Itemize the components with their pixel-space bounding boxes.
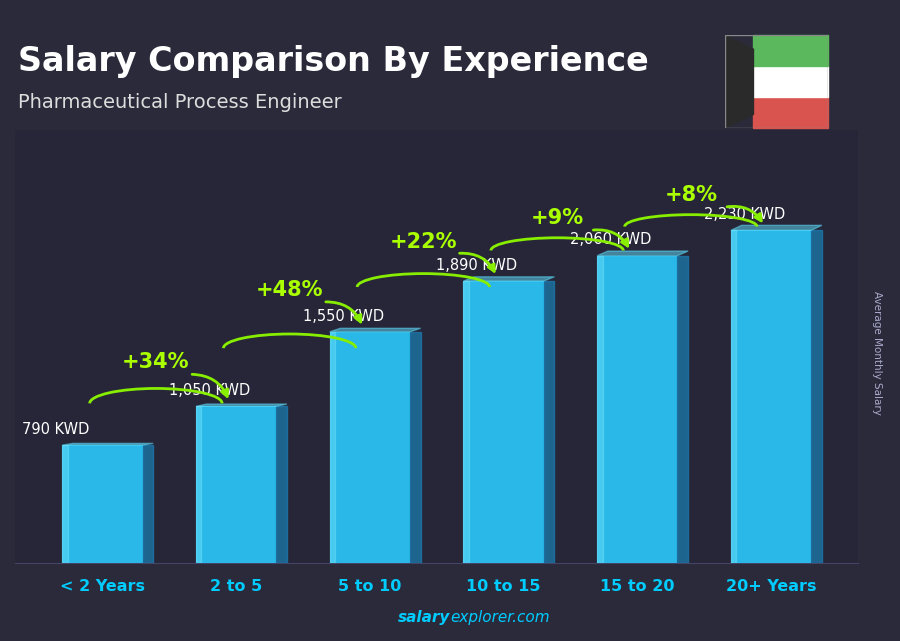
Polygon shape: [724, 35, 753, 128]
Text: Pharmaceutical Process Engineer: Pharmaceutical Process Engineer: [18, 93, 342, 112]
Text: 2,230 KWD: 2,230 KWD: [704, 207, 785, 222]
Bar: [753, 97, 828, 128]
Text: 1,550 KWD: 1,550 KWD: [302, 308, 383, 324]
Text: +8%: +8%: [664, 185, 717, 205]
Polygon shape: [811, 230, 822, 563]
Polygon shape: [731, 226, 822, 230]
Text: +9%: +9%: [530, 208, 584, 228]
Bar: [329, 332, 410, 563]
Bar: [62, 445, 142, 563]
Bar: [731, 230, 811, 563]
Polygon shape: [410, 332, 420, 563]
Polygon shape: [62, 445, 68, 563]
Text: 1,890 KWD: 1,890 KWD: [436, 258, 518, 273]
Text: +48%: +48%: [256, 280, 323, 300]
Polygon shape: [329, 332, 335, 563]
Polygon shape: [731, 230, 736, 563]
Text: explorer.com: explorer.com: [450, 610, 550, 625]
Bar: [753, 66, 828, 97]
Text: 2,060 KWD: 2,060 KWD: [570, 233, 652, 247]
Polygon shape: [464, 277, 554, 281]
Text: Salary Comparison By Experience: Salary Comparison By Experience: [18, 45, 649, 78]
Text: 790 KWD: 790 KWD: [22, 422, 89, 437]
Bar: [753, 35, 828, 66]
Text: +22%: +22%: [390, 231, 457, 251]
Text: Average Monthly Salary: Average Monthly Salary: [872, 290, 883, 415]
Bar: [464, 281, 544, 563]
Polygon shape: [142, 445, 153, 563]
Polygon shape: [196, 404, 287, 406]
Polygon shape: [598, 256, 603, 563]
Bar: [196, 406, 276, 563]
Polygon shape: [464, 281, 469, 563]
Polygon shape: [62, 444, 153, 445]
Text: salary: salary: [398, 610, 450, 625]
Polygon shape: [598, 251, 688, 256]
Polygon shape: [329, 328, 420, 332]
Polygon shape: [544, 281, 554, 563]
Polygon shape: [678, 256, 688, 563]
Text: 1,050 KWD: 1,050 KWD: [169, 383, 250, 398]
Bar: [598, 256, 678, 563]
Text: +34%: +34%: [122, 353, 190, 372]
Polygon shape: [196, 406, 202, 563]
Polygon shape: [276, 406, 287, 563]
